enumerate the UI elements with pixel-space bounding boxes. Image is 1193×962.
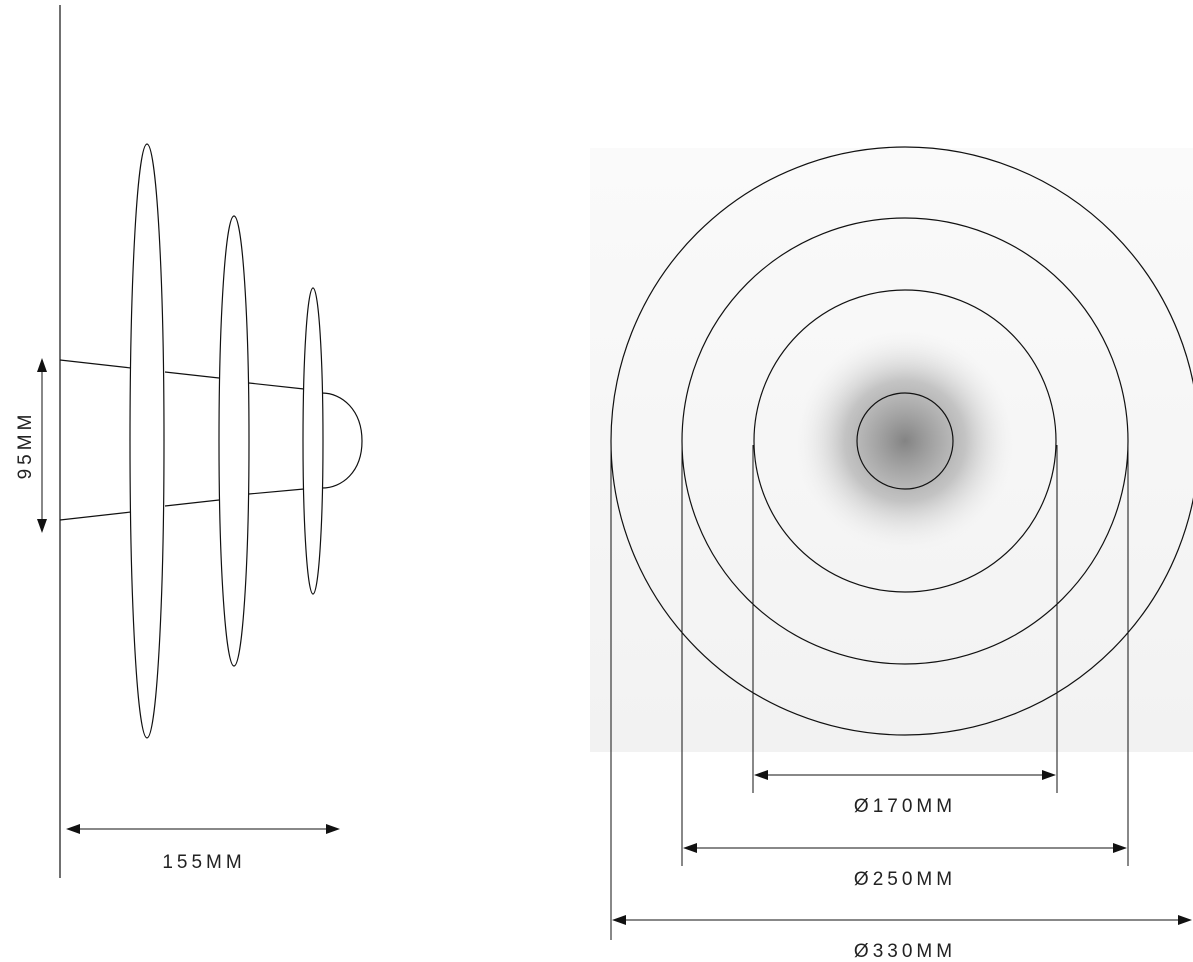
body-segment-1: [59, 359, 132, 521]
middle-disc: [681, 217, 1129, 665]
height-label: 95MM: [15, 411, 36, 480]
body-segment-2: [164, 371, 220, 507]
middle-diameter-dimension: Ø250MM: [683, 843, 1127, 890]
side-view: 95MM 155MM: [15, 5, 363, 878]
arrowhead-up-icon: [37, 358, 47, 372]
inner-diameter-label: Ø170MM: [854, 796, 956, 817]
arrowhead-right-icon: [1113, 843, 1127, 853]
arrowhead-left-icon: [754, 770, 768, 780]
inner-diameter-dimension: Ø170MM: [754, 770, 1056, 817]
arrowhead-down-icon: [37, 519, 47, 533]
outer-diameter-dimension: Ø330MM: [612, 915, 1192, 962]
height-dimension: 95MM: [15, 358, 47, 533]
arrowhead-left-icon: [683, 843, 697, 853]
outer-disc: [610, 146, 1193, 736]
arrowhead-right-icon: [1042, 770, 1056, 780]
depth-dimension: 155MM: [66, 824, 340, 873]
depth-label: 155MM: [162, 852, 245, 873]
arrowhead-left-icon: [612, 915, 626, 925]
inner-disc: [753, 289, 1057, 593]
arrowhead-right-icon: [1178, 915, 1192, 925]
outer-diameter-label: Ø330MM: [854, 941, 956, 962]
disc-medium-edge: [218, 215, 250, 667]
center-cap: [856, 392, 954, 490]
front-view: Ø170MM Ø250MM Ø330MM: [590, 146, 1193, 962]
arrowhead-right-icon: [326, 824, 340, 834]
center-shadow: [793, 329, 1017, 553]
arrowhead-left-icon: [66, 824, 80, 834]
disc-large-edge: [129, 143, 165, 739]
disc-small-edge: [302, 287, 324, 595]
body-segment-3: [248, 382, 305, 495]
end-cap: [321, 392, 363, 489]
middle-diameter-label: Ø250MM: [854, 869, 956, 890]
